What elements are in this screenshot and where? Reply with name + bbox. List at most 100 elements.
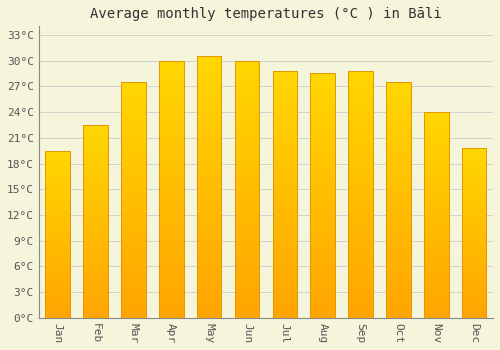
- Bar: [121, 294, 146, 299]
- Bar: [310, 186, 335, 191]
- Bar: [386, 91, 410, 96]
- Bar: [310, 166, 335, 171]
- Bar: [272, 71, 297, 76]
- Bar: [46, 268, 70, 271]
- Bar: [197, 208, 222, 213]
- Bar: [197, 77, 222, 83]
- Bar: [159, 159, 184, 163]
- Bar: [121, 96, 146, 101]
- Bar: [310, 201, 335, 205]
- Bar: [159, 148, 184, 153]
- Bar: [159, 199, 184, 205]
- Bar: [348, 81, 373, 86]
- Bar: [46, 208, 70, 211]
- Bar: [84, 222, 108, 225]
- Bar: [46, 254, 70, 258]
- Bar: [386, 82, 410, 318]
- Bar: [159, 225, 184, 230]
- Bar: [84, 268, 108, 272]
- Bar: [197, 198, 222, 203]
- Bar: [159, 66, 184, 71]
- Bar: [84, 310, 108, 314]
- Bar: [46, 288, 70, 291]
- Bar: [121, 186, 146, 190]
- Bar: [462, 240, 486, 243]
- Bar: [159, 174, 184, 179]
- Bar: [272, 234, 297, 239]
- Bar: [348, 135, 373, 140]
- Bar: [84, 140, 108, 144]
- Bar: [424, 153, 448, 158]
- Bar: [121, 120, 146, 125]
- Bar: [310, 142, 335, 147]
- Bar: [424, 264, 448, 268]
- Bar: [462, 264, 486, 267]
- Bar: [272, 170, 297, 175]
- Bar: [462, 155, 486, 158]
- Bar: [462, 148, 486, 318]
- Bar: [310, 250, 335, 254]
- Bar: [121, 162, 146, 167]
- Bar: [348, 71, 373, 76]
- Bar: [462, 301, 486, 304]
- Bar: [272, 199, 297, 204]
- Bar: [272, 71, 297, 318]
- Bar: [121, 280, 146, 285]
- Bar: [462, 192, 486, 196]
- Bar: [121, 195, 146, 200]
- Bar: [348, 120, 373, 125]
- Bar: [46, 248, 70, 251]
- Bar: [234, 153, 260, 159]
- Bar: [462, 271, 486, 274]
- Bar: [462, 308, 486, 311]
- Bar: [84, 241, 108, 245]
- Bar: [424, 141, 448, 145]
- Bar: [310, 83, 335, 88]
- Bar: [462, 257, 486, 260]
- Bar: [197, 234, 222, 239]
- Bar: [462, 243, 486, 247]
- Bar: [84, 295, 108, 299]
- Bar: [46, 261, 70, 264]
- Bar: [234, 272, 260, 277]
- Bar: [272, 268, 297, 273]
- Bar: [46, 278, 70, 281]
- Bar: [272, 140, 297, 145]
- Bar: [310, 108, 335, 113]
- Bar: [197, 224, 222, 229]
- Bar: [197, 119, 222, 124]
- Bar: [348, 298, 373, 303]
- Bar: [159, 205, 184, 210]
- Bar: [46, 234, 70, 238]
- Bar: [197, 166, 222, 172]
- Bar: [386, 257, 410, 261]
- Bar: [310, 284, 335, 289]
- Bar: [386, 261, 410, 266]
- Bar: [424, 112, 448, 318]
- Bar: [234, 210, 260, 215]
- Bar: [272, 284, 297, 288]
- Bar: [272, 135, 297, 140]
- Bar: [46, 194, 70, 197]
- Bar: [462, 168, 486, 172]
- Bar: [348, 91, 373, 96]
- Bar: [46, 281, 70, 285]
- Bar: [272, 125, 297, 130]
- Bar: [272, 120, 297, 125]
- Bar: [462, 152, 486, 155]
- Bar: [424, 256, 448, 260]
- Bar: [310, 245, 335, 250]
- Bar: [386, 96, 410, 101]
- Bar: [84, 163, 108, 167]
- Bar: [386, 162, 410, 167]
- Bar: [462, 277, 486, 281]
- Bar: [386, 144, 410, 148]
- Bar: [159, 86, 184, 91]
- Bar: [424, 248, 448, 252]
- Bar: [234, 236, 260, 241]
- Bar: [234, 148, 260, 153]
- Bar: [424, 260, 448, 264]
- Bar: [310, 279, 335, 284]
- Bar: [121, 219, 146, 224]
- Bar: [234, 246, 260, 251]
